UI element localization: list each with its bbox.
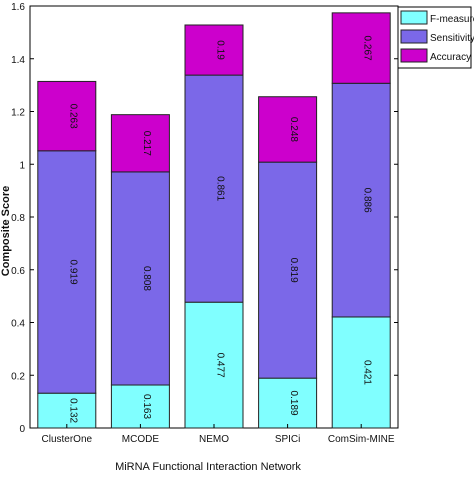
y-tick-label: 0	[19, 424, 25, 435]
bar-segment	[37, 80, 97, 152]
x-tick-label: SPICi	[275, 434, 301, 445]
y-tick-label: 0.6	[11, 266, 25, 277]
y-tick-label: 0.2	[11, 371, 25, 382]
data-label: 0.189	[288, 391, 299, 416]
bar-segment	[184, 74, 244, 303]
bar-segment	[331, 316, 391, 429]
data-label: 0.886	[362, 188, 373, 213]
y-axis-label: Composite Score	[0, 186, 12, 276]
data-label: 0.421	[362, 360, 373, 385]
legend-label: Sensitivity	[430, 33, 474, 44]
legend-swatch	[400, 48, 428, 63]
legend-swatch	[400, 10, 428, 25]
legend-swatch	[400, 29, 428, 44]
x-axis-label: MiRNA Functional Interaction Network	[115, 461, 301, 473]
y-tick-label: 1.4	[11, 55, 25, 66]
bar-segment	[110, 384, 170, 429]
x-tick-label: ClusterOne	[42, 434, 93, 445]
y-tick-label: 0.4	[11, 319, 25, 330]
bar-segment	[258, 161, 318, 379]
data-label: 0.163	[141, 394, 152, 419]
y-tick-label: 1	[19, 160, 25, 171]
bar-segment	[37, 392, 97, 429]
data-label: 0.477	[215, 353, 226, 378]
bar-segment	[331, 82, 391, 318]
bar-segment	[110, 171, 170, 386]
x-tick-label: NEMO	[199, 434, 229, 445]
bar-segment	[37, 150, 97, 394]
data-label: 0.919	[67, 259, 78, 284]
x-tick-label: MCODE	[122, 434, 160, 445]
data-label: 0.132	[67, 398, 78, 423]
y-tick-label: 1.2	[11, 108, 25, 119]
legend-label: Accuracy	[430, 52, 471, 63]
bar-segment	[258, 96, 318, 163]
x-tick-label: ComSim-MINE	[328, 434, 395, 445]
data-label: 0.819	[288, 258, 299, 283]
bar-segment	[184, 24, 244, 76]
y-tick-label: 1.6	[11, 2, 25, 13]
data-label: 0.267	[362, 36, 373, 61]
data-label: 0.263	[67, 104, 78, 129]
data-label: 0.217	[141, 131, 152, 156]
legend-label: F-measure	[430, 14, 474, 25]
bar-segment	[110, 114, 170, 173]
data-label: 0.248	[288, 117, 299, 142]
data-label: 0.808	[141, 266, 152, 291]
data-label: 0.19	[215, 40, 226, 60]
bar-segment	[331, 12, 391, 84]
bar-segment	[258, 377, 318, 429]
bar-segment	[184, 301, 244, 429]
y-tick-label: 0.8	[11, 213, 25, 224]
data-label: 0.861	[215, 176, 226, 201]
